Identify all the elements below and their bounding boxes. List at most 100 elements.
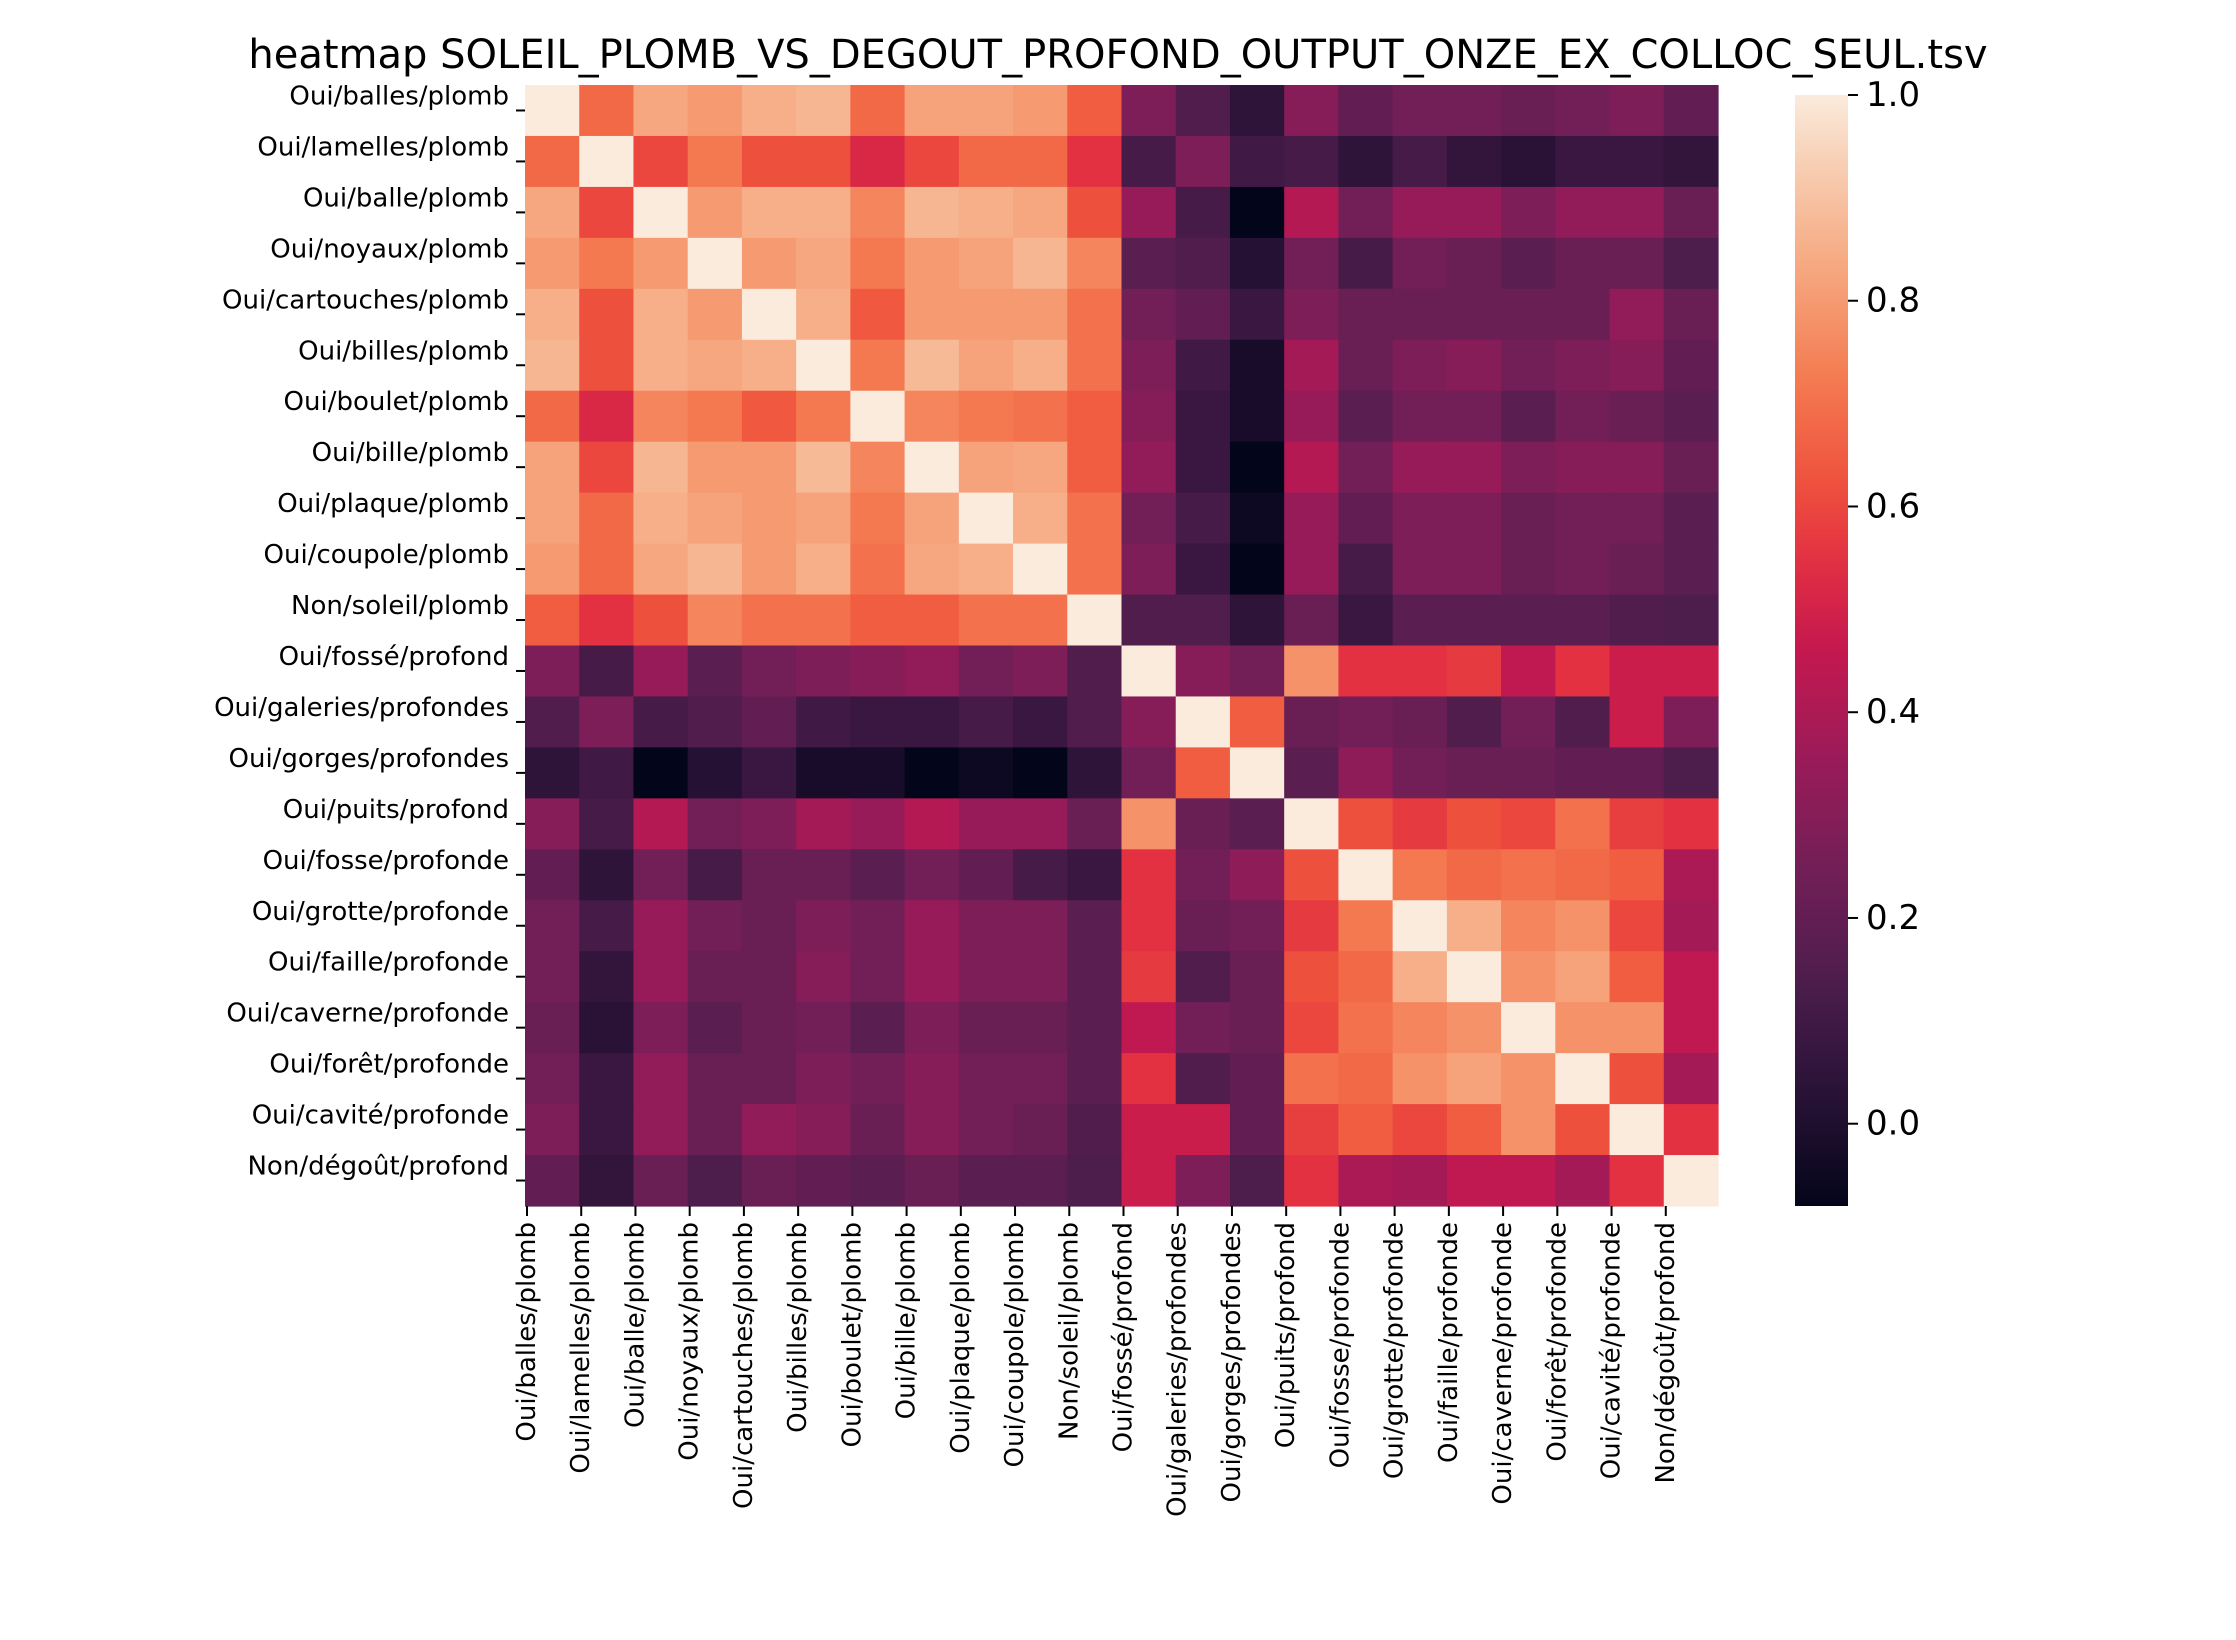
heatmap-cell — [1067, 135, 1123, 188]
heatmap-cell — [1555, 288, 1611, 341]
heatmap-cell — [904, 849, 960, 901]
heatmap-cell — [1663, 951, 1719, 1003]
heatmap-cell — [1284, 237, 1340, 290]
heatmap-cell — [796, 492, 851, 545]
heatmap-cell — [1501, 696, 1556, 748]
heatmap-cell — [1609, 85, 1665, 137]
heatmap-cell — [1555, 645, 1611, 698]
heatmap-cell — [904, 186, 960, 239]
heatmap-cell — [633, 237, 689, 290]
heatmap-cell — [1338, 492, 1394, 545]
heatmap-cell — [1284, 339, 1340, 392]
heatmap-cell — [525, 390, 580, 443]
heatmap-cell — [850, 951, 906, 1003]
heatmap-cell — [741, 1155, 797, 1207]
heatmap-cell — [1555, 594, 1611, 647]
heatmap-cell — [850, 849, 906, 901]
heatmap-cell — [1446, 135, 1502, 188]
heatmap-cell — [850, 390, 906, 443]
heatmap-cell — [1555, 390, 1611, 443]
y-tick-label: Oui/fossé/profond — [279, 642, 509, 672]
heatmap-cell — [850, 1104, 906, 1156]
heatmap-cell — [1121, 492, 1177, 545]
heatmap-cell — [1175, 288, 1231, 341]
heatmap-cell — [958, 441, 1014, 494]
heatmap-cell — [1501, 85, 1556, 137]
heatmap-cell — [904, 900, 960, 952]
heatmap-cell — [1121, 798, 1177, 850]
heatmap-cell — [687, 645, 743, 698]
heatmap-cell — [525, 696, 580, 748]
heatmap-cell — [1392, 339, 1448, 392]
heatmap-cell — [1338, 594, 1394, 647]
heatmap-cell — [1392, 1104, 1448, 1156]
heatmap-cell — [1609, 288, 1665, 341]
heatmap-cell — [1446, 696, 1502, 748]
heatmap-cell — [1663, 645, 1719, 698]
heatmap-cell — [525, 900, 580, 952]
heatmap-cell — [741, 951, 797, 1003]
heatmap-cell — [633, 1053, 689, 1105]
heatmap-cell — [1284, 288, 1340, 341]
heatmap-cell — [1609, 237, 1665, 290]
heatmap-cell — [579, 1002, 635, 1054]
heatmap-cell — [1501, 951, 1556, 1003]
heatmap-cell — [1284, 1155, 1340, 1207]
heatmap-cell — [904, 951, 960, 1003]
heatmap-cell — [796, 747, 851, 799]
heatmap-cell — [1338, 798, 1394, 850]
y-tick-label: Oui/balles/plomb — [289, 81, 509, 111]
heatmap-cell — [1446, 237, 1502, 290]
heatmap-cell — [1175, 1053, 1231, 1105]
heatmap-cell — [579, 696, 635, 748]
heatmap-cell — [1663, 849, 1719, 901]
heatmap-cell — [1555, 441, 1611, 494]
heatmap-cell — [525, 288, 580, 341]
heatmap-cell — [1175, 135, 1231, 188]
heatmap-cell — [1067, 1155, 1123, 1207]
heatmap-cell — [958, 543, 1014, 596]
heatmap-cell — [741, 645, 797, 698]
heatmap-cell — [1067, 696, 1123, 748]
colorbar-tick-label: 0.8 — [1866, 281, 1920, 321]
heatmap-cell — [1067, 186, 1123, 239]
heatmap-cell — [850, 135, 906, 188]
heatmap-cell — [850, 441, 906, 494]
heatmap-cell — [1338, 1053, 1394, 1105]
heatmap-cell — [1609, 1104, 1665, 1156]
heatmap-cell — [1013, 288, 1068, 341]
heatmap-cell — [579, 390, 635, 443]
heatmap-cell — [1284, 900, 1340, 952]
heatmap-cell — [958, 339, 1014, 392]
heatmap-cell — [1175, 441, 1231, 494]
heatmap-cell — [1284, 186, 1340, 239]
x-tick-label: Oui/lamelles/plomb — [566, 1222, 596, 1474]
heatmap-cell — [1663, 594, 1719, 647]
heatmap-cell — [633, 696, 689, 748]
heatmap-cell — [1284, 1053, 1340, 1105]
heatmap-cell — [1609, 390, 1665, 443]
heatmap-cell — [1067, 1104, 1123, 1156]
heatmap-cell — [1013, 1002, 1068, 1054]
heatmap-cell — [1229, 900, 1285, 952]
y-tick-label: Oui/fosse/profonde — [263, 846, 509, 876]
heatmap-cell — [850, 543, 906, 596]
heatmap-cell — [1501, 1053, 1556, 1105]
x-tick-label: Oui/billes/plomb — [783, 1222, 813, 1433]
heatmap-cell — [1501, 849, 1556, 901]
y-tick-label: Oui/balle/plomb — [303, 183, 509, 213]
heatmap-cell — [1067, 798, 1123, 850]
heatmap-cell — [958, 186, 1014, 239]
heatmap-cell — [1555, 747, 1611, 799]
heatmap-cell — [796, 696, 851, 748]
heatmap-cell — [796, 1053, 851, 1105]
colorbar-axis: 0.0 0.2 0.4 0.6 0.8 1.0 — [1848, 75, 1920, 1144]
heatmap-cell — [1229, 441, 1285, 494]
heatmap-cell — [741, 85, 797, 137]
x-axis: Oui/balles/plomb Oui/lamelles/plomb Oui/ba… — [512, 1206, 1681, 1517]
heatmap-cell — [741, 543, 797, 596]
heatmap-cell — [1392, 441, 1448, 494]
heatmap-cell — [1284, 849, 1340, 901]
heatmap-cell — [1175, 186, 1231, 239]
heatmap-cell — [1501, 1104, 1556, 1156]
